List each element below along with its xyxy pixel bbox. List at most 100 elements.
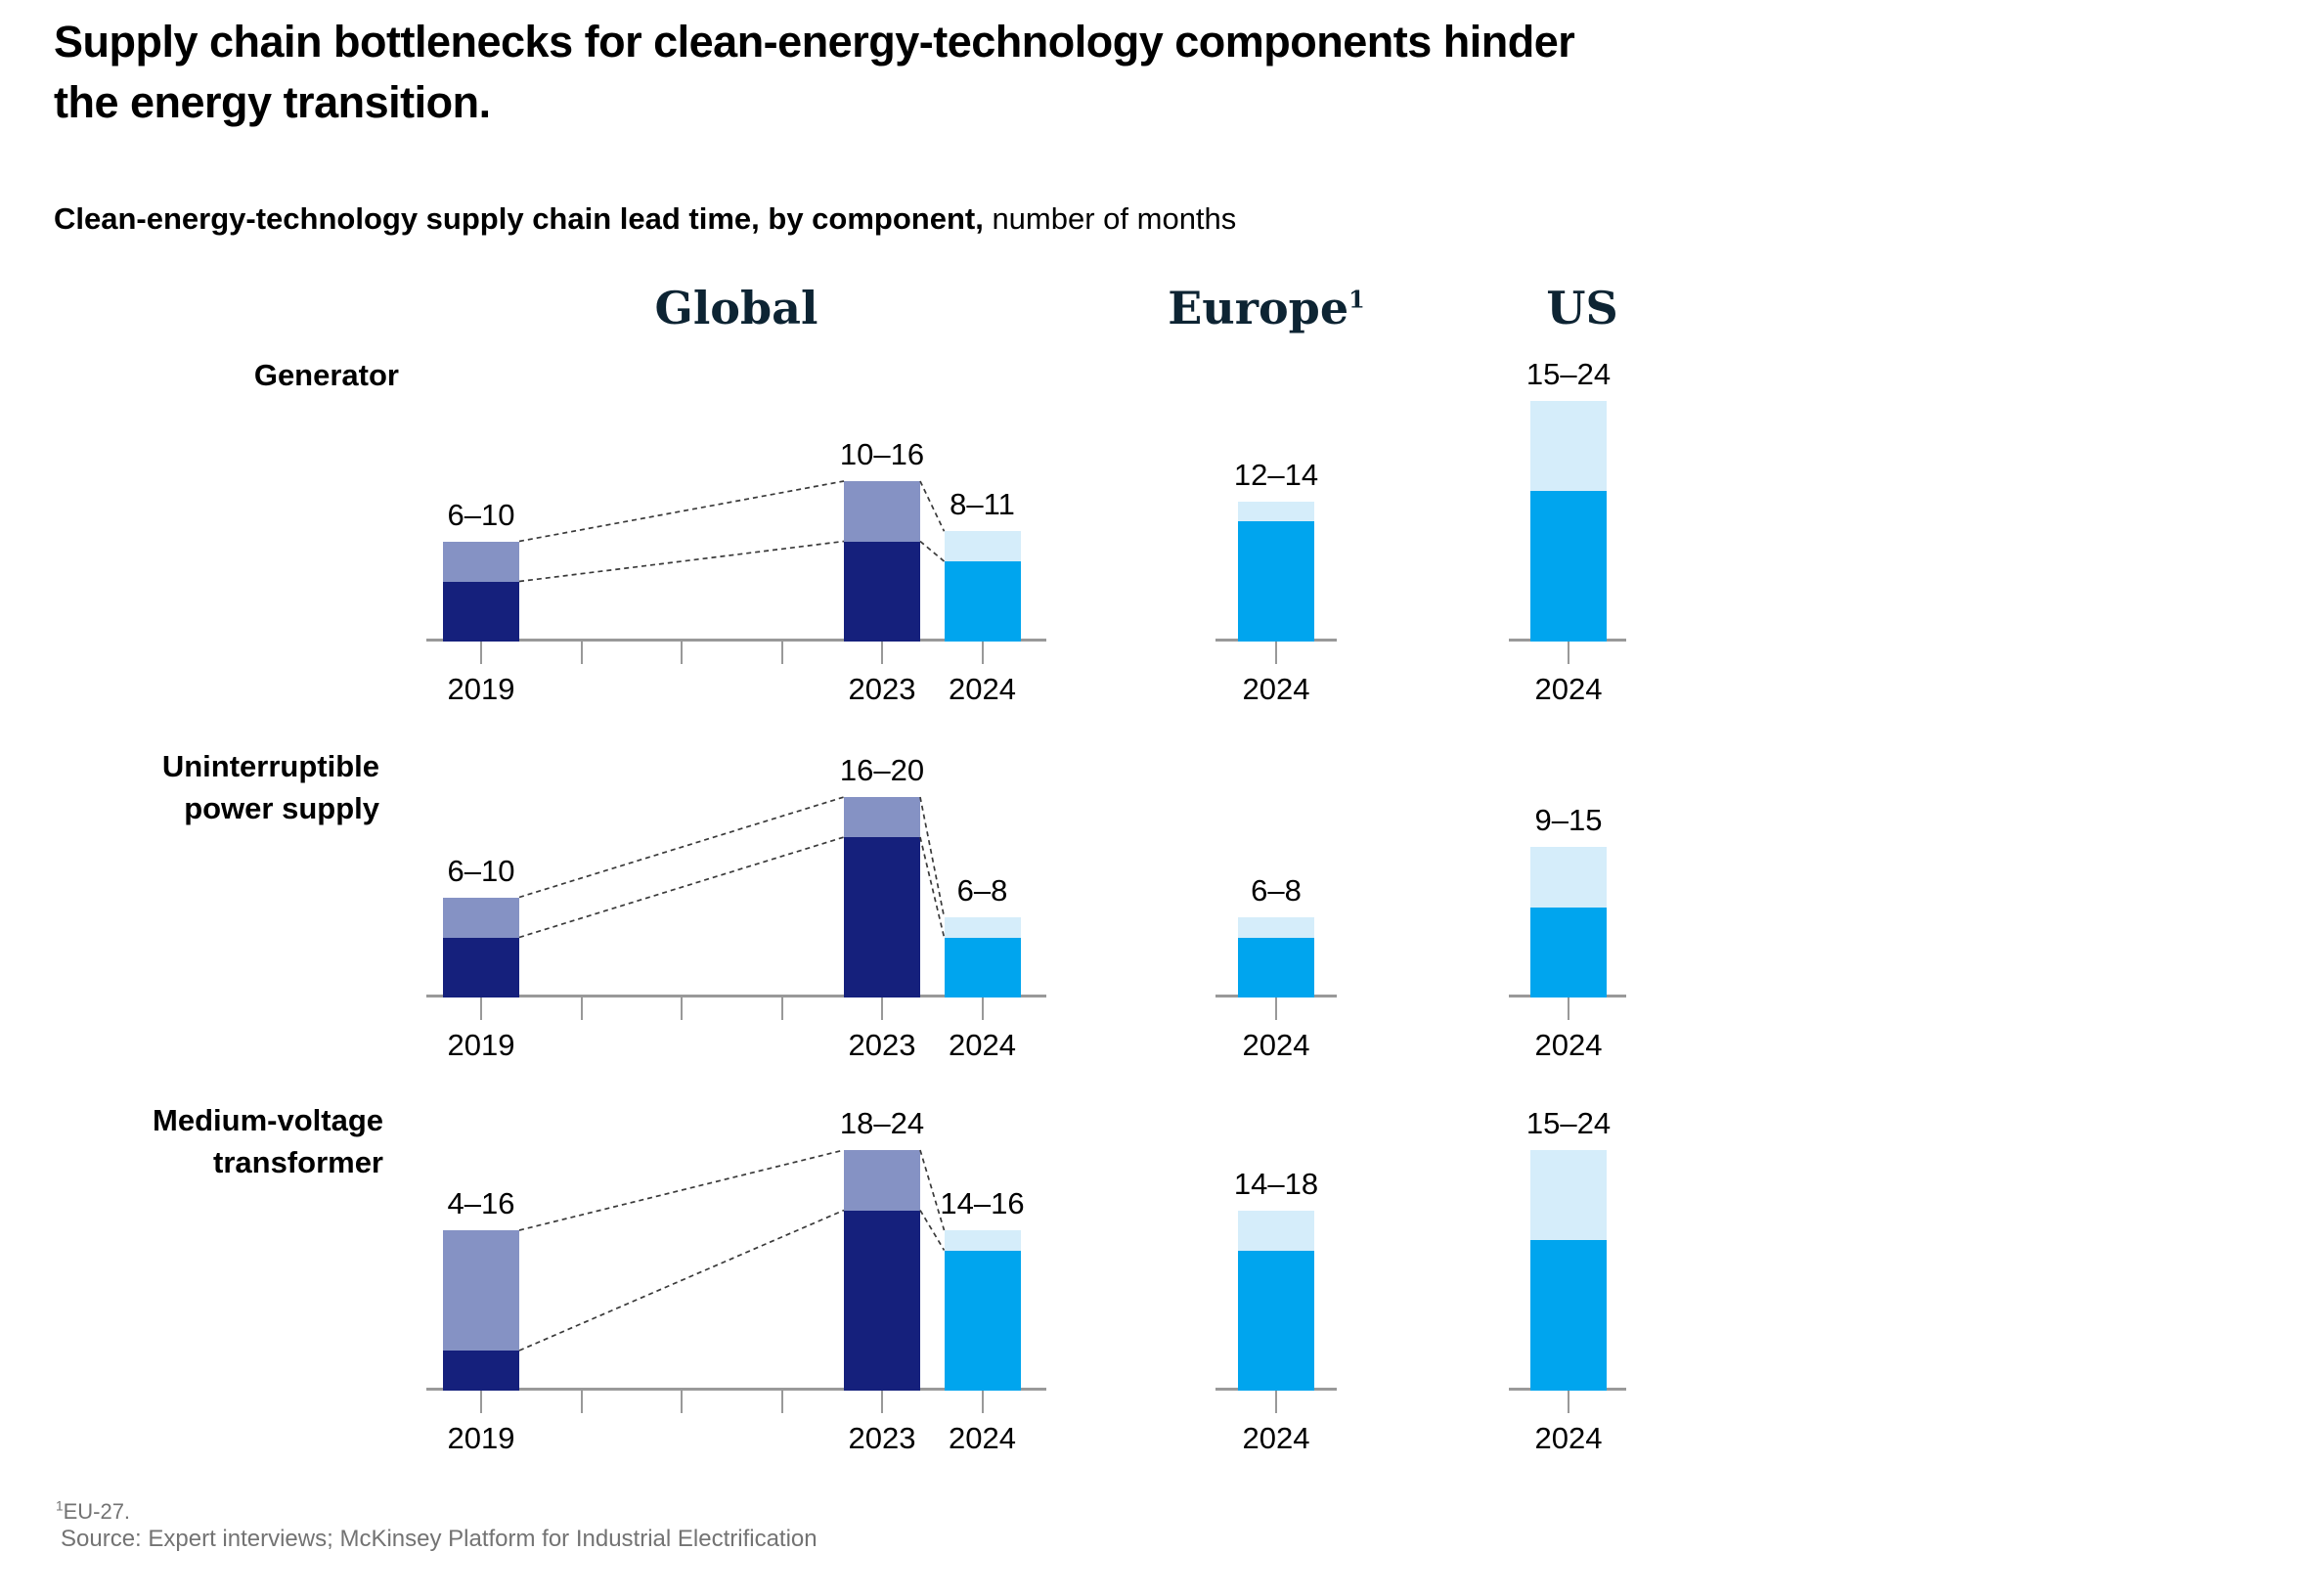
bar-segment-range-low bbox=[944, 561, 1021, 642]
year-label: 2023 bbox=[848, 1421, 916, 1455]
bar-value-label: 9–15 bbox=[1534, 803, 1603, 838]
bar-value-label: 6–8 bbox=[956, 873, 1008, 908]
tick-mark bbox=[681, 642, 683, 664]
tick-mark bbox=[480, 1391, 482, 1413]
bar-value-label: 14–16 bbox=[940, 1186, 1025, 1220]
row-label-line: Medium-voltage bbox=[153, 1103, 383, 1137]
tick-mark bbox=[780, 642, 783, 664]
bar-segment-range-high bbox=[1238, 501, 1314, 521]
bar-segment-range-low bbox=[944, 937, 1021, 998]
tick-mark bbox=[1568, 642, 1569, 664]
column-header-global-label: Global bbox=[654, 282, 818, 334]
axis-line bbox=[426, 1388, 1046, 1391]
column-header-global: Global bbox=[541, 282, 932, 334]
bar-value-label: 12–14 bbox=[1233, 457, 1319, 492]
source-line: Source: Expert interviews; McKinsey Plat… bbox=[61, 1526, 818, 1552]
chart-subtitle: Clean-energy-technology supply chain lea… bbox=[54, 200, 1236, 239]
bar-segment-range-high bbox=[844, 1150, 920, 1211]
tick-mark bbox=[681, 998, 683, 1020]
bar-segment-range-high bbox=[443, 1230, 519, 1351]
bar-segment-range-low bbox=[944, 1250, 1021, 1391]
bar-value-label: 15–24 bbox=[1525, 1106, 1612, 1140]
year-label: 2024 bbox=[949, 1421, 1016, 1455]
footnote-text: EU-27. bbox=[63, 1499, 131, 1524]
tick-mark bbox=[780, 998, 783, 1020]
bar-value-label: 18–24 bbox=[839, 1106, 925, 1140]
tick-mark bbox=[981, 998, 984, 1020]
bar-value-label: 6–10 bbox=[447, 853, 515, 888]
bar-segment-range-low bbox=[443, 1351, 519, 1391]
year-label: 2024 bbox=[1534, 672, 1603, 706]
tick-mark bbox=[1568, 1391, 1569, 1413]
year-label: 2019 bbox=[447, 672, 515, 706]
bar-segment-range-low bbox=[1238, 521, 1314, 642]
bar-segment-range-low bbox=[1530, 491, 1607, 642]
tick-mark bbox=[981, 1391, 984, 1413]
bar-segment-range-low bbox=[844, 1210, 920, 1391]
tick-mark bbox=[681, 1391, 683, 1413]
page-title-line2: the energy transition. bbox=[54, 77, 491, 127]
bar-value-label: 6–8 bbox=[1251, 873, 1302, 908]
bar-segment-range-high bbox=[944, 1230, 1021, 1251]
bar-value-label: 15–24 bbox=[1525, 357, 1612, 391]
bar-segment-range-high bbox=[443, 541, 519, 582]
year-label: 2024 bbox=[1242, 1421, 1310, 1455]
bar-value-label: 10–16 bbox=[839, 437, 925, 471]
tick-mark bbox=[881, 998, 883, 1020]
column-header-europe: Europe1 bbox=[1071, 282, 1462, 334]
chart-subtitle-unit: number of months bbox=[983, 201, 1237, 236]
column-header-europe-label: Europe bbox=[1168, 282, 1349, 334]
tick-mark bbox=[881, 642, 883, 664]
tick-mark bbox=[1275, 642, 1277, 664]
year-label: 2024 bbox=[1242, 672, 1310, 706]
row-label-line: Generator bbox=[253, 358, 399, 392]
year-label: 2024 bbox=[1534, 1421, 1603, 1455]
bar-segment-range-low bbox=[443, 937, 519, 998]
row-label: Uninterruptible power supply bbox=[0, 745, 379, 829]
bar-segment-range-low bbox=[443, 581, 519, 642]
bar-segment-range-high bbox=[1238, 917, 1314, 938]
bar-segment-range-high bbox=[1530, 401, 1607, 492]
tick-mark bbox=[580, 1391, 583, 1413]
bar-value-label: 8–11 bbox=[950, 487, 1015, 522]
bar-segment-range-low bbox=[1530, 1240, 1607, 1391]
year-label: 2024 bbox=[949, 1028, 1016, 1062]
column-header-us: US bbox=[1387, 282, 1778, 334]
row-label-line: transformer bbox=[213, 1145, 383, 1179]
year-label: 2023 bbox=[848, 1028, 916, 1062]
bar-segment-range-low bbox=[844, 837, 920, 998]
page-title-line1: Supply chain bottlenecks for clean-energ… bbox=[54, 17, 1575, 66]
europe-footnote-marker: 1 bbox=[1348, 286, 1365, 314]
bar-segment-range-high bbox=[1530, 1150, 1607, 1241]
tick-mark bbox=[480, 642, 482, 664]
tick-mark bbox=[981, 642, 984, 664]
tick-mark bbox=[580, 642, 583, 664]
bar-segment-range-high bbox=[944, 917, 1021, 938]
bar-segment-range-low bbox=[1530, 907, 1607, 998]
bar-segment-range-low bbox=[1238, 1250, 1314, 1391]
bar-segment-range-high bbox=[1238, 1210, 1314, 1251]
bar-value-label: 16–20 bbox=[839, 753, 925, 787]
bar-value-label: 14–18 bbox=[1233, 1166, 1319, 1201]
year-label: 2019 bbox=[447, 1028, 515, 1062]
bar-value-label: 6–10 bbox=[447, 497, 515, 532]
bar-segment-range-high bbox=[944, 531, 1021, 561]
year-label: 2024 bbox=[1534, 1028, 1603, 1062]
bar-segment-range-low bbox=[844, 541, 920, 642]
row-label-line: Uninterruptible bbox=[161, 749, 379, 783]
axis-line bbox=[426, 639, 1046, 642]
row-label: Generator bbox=[0, 354, 399, 396]
bar-segment-range-high bbox=[844, 481, 920, 542]
bar-segment-range-high bbox=[443, 897, 519, 938]
page-title: Supply chain bottlenecks for clean-energ… bbox=[54, 12, 1575, 133]
axis-line bbox=[426, 995, 1046, 998]
tick-mark bbox=[1275, 998, 1277, 1020]
tick-mark bbox=[780, 1391, 783, 1413]
footnote: 1EU-27. bbox=[56, 1499, 130, 1525]
year-label: 2024 bbox=[949, 672, 1016, 706]
tick-mark bbox=[480, 998, 482, 1020]
chart-subtitle-bold: Clean-energy-technology supply chain lea… bbox=[54, 201, 984, 236]
footnote-marker: 1 bbox=[56, 1498, 64, 1514]
